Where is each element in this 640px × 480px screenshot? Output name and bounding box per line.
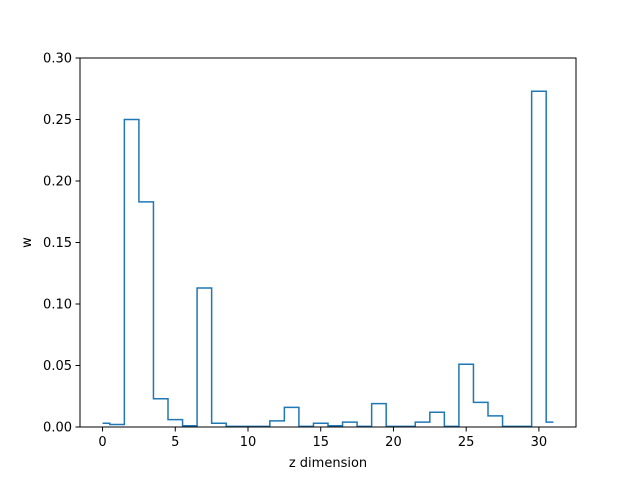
series-step-line [102,90,554,428]
y-tick-label: 0.00 [43,421,72,436]
x-axis-label: z dimension [289,456,367,471]
y-tick-label: 0.15 [43,236,72,251]
ticks-layer: 0 5 10 15 20 25 30 0.00 0.05 0.10 0.15 0.20 0.25 0.30 [43,52,547,451]
x-tick-label: 15 [312,435,329,450]
y-tick-label: 0.10 [43,298,72,313]
y-tick-label: 0.25 [43,113,72,128]
plot-background [80,58,576,427]
x-tick-label: 30 [531,435,548,450]
x-tick-label: 20 [385,435,402,450]
y-tick-label: 0.05 [43,359,72,374]
x-tick-label: 5 [171,435,179,450]
x-tick-label: 10 [240,435,257,450]
y-tick-label: 0.30 [43,52,72,67]
y-tick-label: 0.20 [43,175,72,190]
series-layer [102,90,554,428]
plot-frame [79,57,577,428]
y-axis-label: w [20,237,35,248]
x-tick-label: 25 [458,435,475,450]
x-tick-label: 0 [98,435,106,450]
